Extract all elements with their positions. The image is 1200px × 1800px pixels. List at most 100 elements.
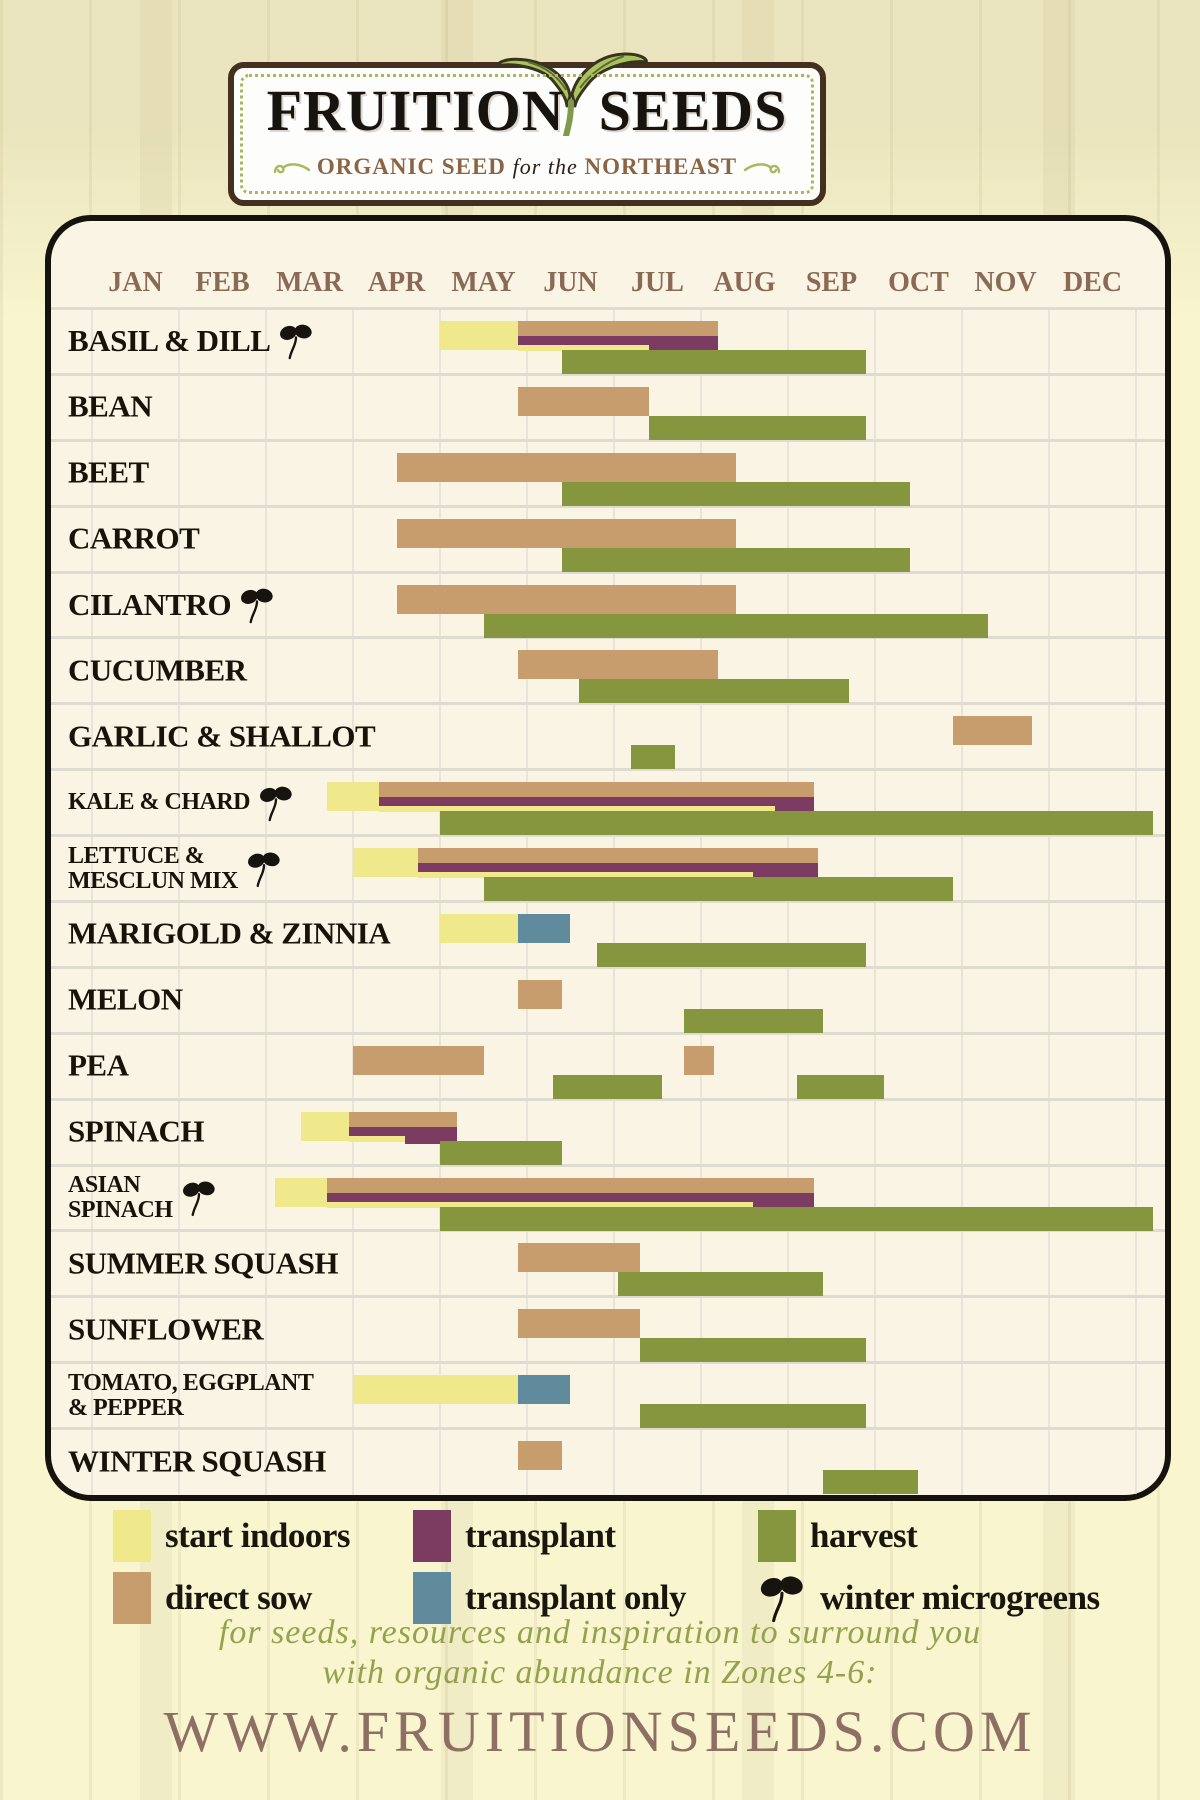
logo-title-right: SEEDS (598, 78, 788, 143)
month-label-aug: AUG (713, 267, 776, 298)
footer-tagline-line2: with organic abundance in Zones 4-6: (322, 1654, 878, 1691)
bar-harvest (796, 1074, 884, 1099)
crop-label: GARLIC & SHALLOT (68, 720, 376, 754)
crop-label-line: MESCLUN MIX (68, 867, 238, 894)
bar-harvest (561, 481, 910, 506)
tagline-prefix: ORGANIC SEED (316, 154, 506, 179)
bar-direct-sow (518, 1309, 641, 1339)
crop-label-line: BEAN (68, 389, 153, 425)
crop-label: TOMATO, EGGPLANT & PEPPER (68, 1369, 314, 1421)
crop-label-line: TOMATO, EGGPLANT (68, 1369, 314, 1396)
flourish-left-icon (273, 162, 311, 174)
tagline-middle: for the (512, 154, 578, 179)
crop-label: MELON (68, 984, 183, 1017)
crop-row-basil-dill: BASIL & DILL (51, 307, 1165, 374)
bar-harvest (631, 745, 675, 770)
crop-label-line: SPINACH (68, 1113, 205, 1149)
bar-harvest (596, 943, 867, 968)
bar-direct-sow (379, 782, 815, 798)
crop-row-marigold-zinnia: MARIGOLD & ZINNIA (51, 900, 1165, 968)
bar-start-indoors (326, 782, 380, 812)
month-label-feb: FEB (195, 267, 250, 298)
footer-tagline-line1: for seeds, resources and inspiration to … (218, 1614, 982, 1651)
bar-direct-sow (518, 1243, 641, 1273)
tagline-suffix: NORTHEAST (584, 154, 738, 179)
bar-start-indoors (440, 914, 519, 944)
bar-harvest (640, 1338, 867, 1363)
crop-row-asian-spinach: ASIAN SPINACH (51, 1163, 1165, 1231)
planting-calendar-chart: JAN FEB MAR APR MAY JUN JUL AUG SEP OCT NOV DEC BAS… (45, 215, 1171, 1501)
crop-label: PEA (68, 1049, 129, 1083)
crop-label: BEAN (68, 389, 153, 425)
crop-row-tomato-eggplant-pepper: TOMATO, EGGPLANT & PEPPER (51, 1361, 1165, 1429)
bar-transplant (753, 863, 819, 881)
month-label-oct: OCT (888, 267, 949, 298)
bar-transplant-only (518, 1375, 571, 1405)
website-url: WWW.FRUITIONSEEDS.COM (163, 1699, 1037, 1764)
crop-label: CILANTRO (68, 586, 275, 624)
bar-start-indoors (274, 1177, 327, 1207)
bar-direct-sow (518, 979, 562, 1009)
crop-row-winter-squash: WINTER SQUASH (51, 1427, 1165, 1495)
legend-label: harvest (810, 1516, 918, 1555)
bar-start-indoors (300, 1111, 349, 1141)
legend-row: direct sow transplant only winter microgre… (45, 1567, 1160, 1629)
sprout-icon (241, 588, 273, 624)
legend-item-start-indoors: start indoors (113, 1510, 413, 1562)
sprout-icon (247, 852, 280, 887)
bar-harvest (579, 679, 849, 704)
bar-direct-sow (518, 386, 649, 416)
crop-label-line: & PEPPER (68, 1394, 184, 1421)
legend: start indoors transplant harvest direct sow… (45, 1505, 1160, 1629)
legend-item-transplant: transplant (413, 1510, 758, 1562)
sprout-icon (260, 786, 292, 821)
month-label-apr: APR (367, 267, 426, 298)
legend-item-direct-sow: direct sow (113, 1572, 413, 1624)
bar-harvest (822, 1470, 919, 1495)
bar-direct-sow (518, 1441, 562, 1471)
crop-label: WINTER SQUASH (68, 1445, 326, 1478)
crop-row-cucumber: CUCUMBER (51, 636, 1165, 704)
crop-label: SPINACH (68, 1113, 205, 1149)
crop-label-line: CARROT (68, 520, 200, 556)
bar-transplant (348, 1126, 458, 1136)
legend-item-harvest: harvest (758, 1510, 918, 1562)
bar-transplant (326, 1192, 815, 1202)
crop-label: CARROT (68, 520, 200, 556)
bar-direct-sow (418, 848, 819, 864)
bar-transplant (379, 797, 815, 807)
month-label-mar: MAR (276, 267, 343, 298)
bar-direct-sow (348, 1111, 458, 1127)
legend-label: winter microgreens (820, 1578, 1100, 1617)
bar-harvest (648, 415, 867, 440)
bar-start-indoors (348, 1135, 406, 1142)
crop-label: CUCUMBER (68, 652, 247, 688)
bar-start-indoors (379, 806, 775, 813)
month-label-dec: DEC (1062, 267, 1123, 298)
bar-transplant (405, 1126, 458, 1144)
crop-row-beet: BEET (51, 438, 1165, 506)
bar-direct-sow (353, 1045, 484, 1075)
crop-label: LETTUCE & MESCLUN MIX (68, 843, 282, 893)
crop-row-kale-chard: KALE & CHARD (51, 768, 1165, 836)
crop-label: SUNFLOWER (68, 1313, 264, 1347)
crop-label: BEET (68, 456, 149, 490)
month-label-jan: JAN (108, 267, 163, 298)
legend-swatch-transplant (413, 1510, 451, 1562)
bar-harvest (561, 350, 867, 374)
crop-label-line: MELON (68, 982, 183, 1018)
crop-label: ASIAN SPINACH (68, 1172, 217, 1223)
bar-direct-sow (518, 650, 719, 680)
bar-start-indoors (353, 848, 419, 878)
crop-label: MARIGOLD & ZINNIA (68, 918, 391, 951)
sprout-icon (280, 325, 313, 360)
crop-label: KALE & CHARD (68, 784, 294, 822)
bar-harvest (640, 1404, 867, 1429)
month-label-nov: NOV (974, 267, 1037, 298)
crop-label-line: CUCUMBER (68, 652, 247, 688)
sprout-icon (760, 1576, 803, 1623)
legend-swatch-harvest (758, 1510, 796, 1562)
crop-row-carrot: CARROT (51, 504, 1165, 572)
bar-direct-sow (396, 584, 736, 614)
